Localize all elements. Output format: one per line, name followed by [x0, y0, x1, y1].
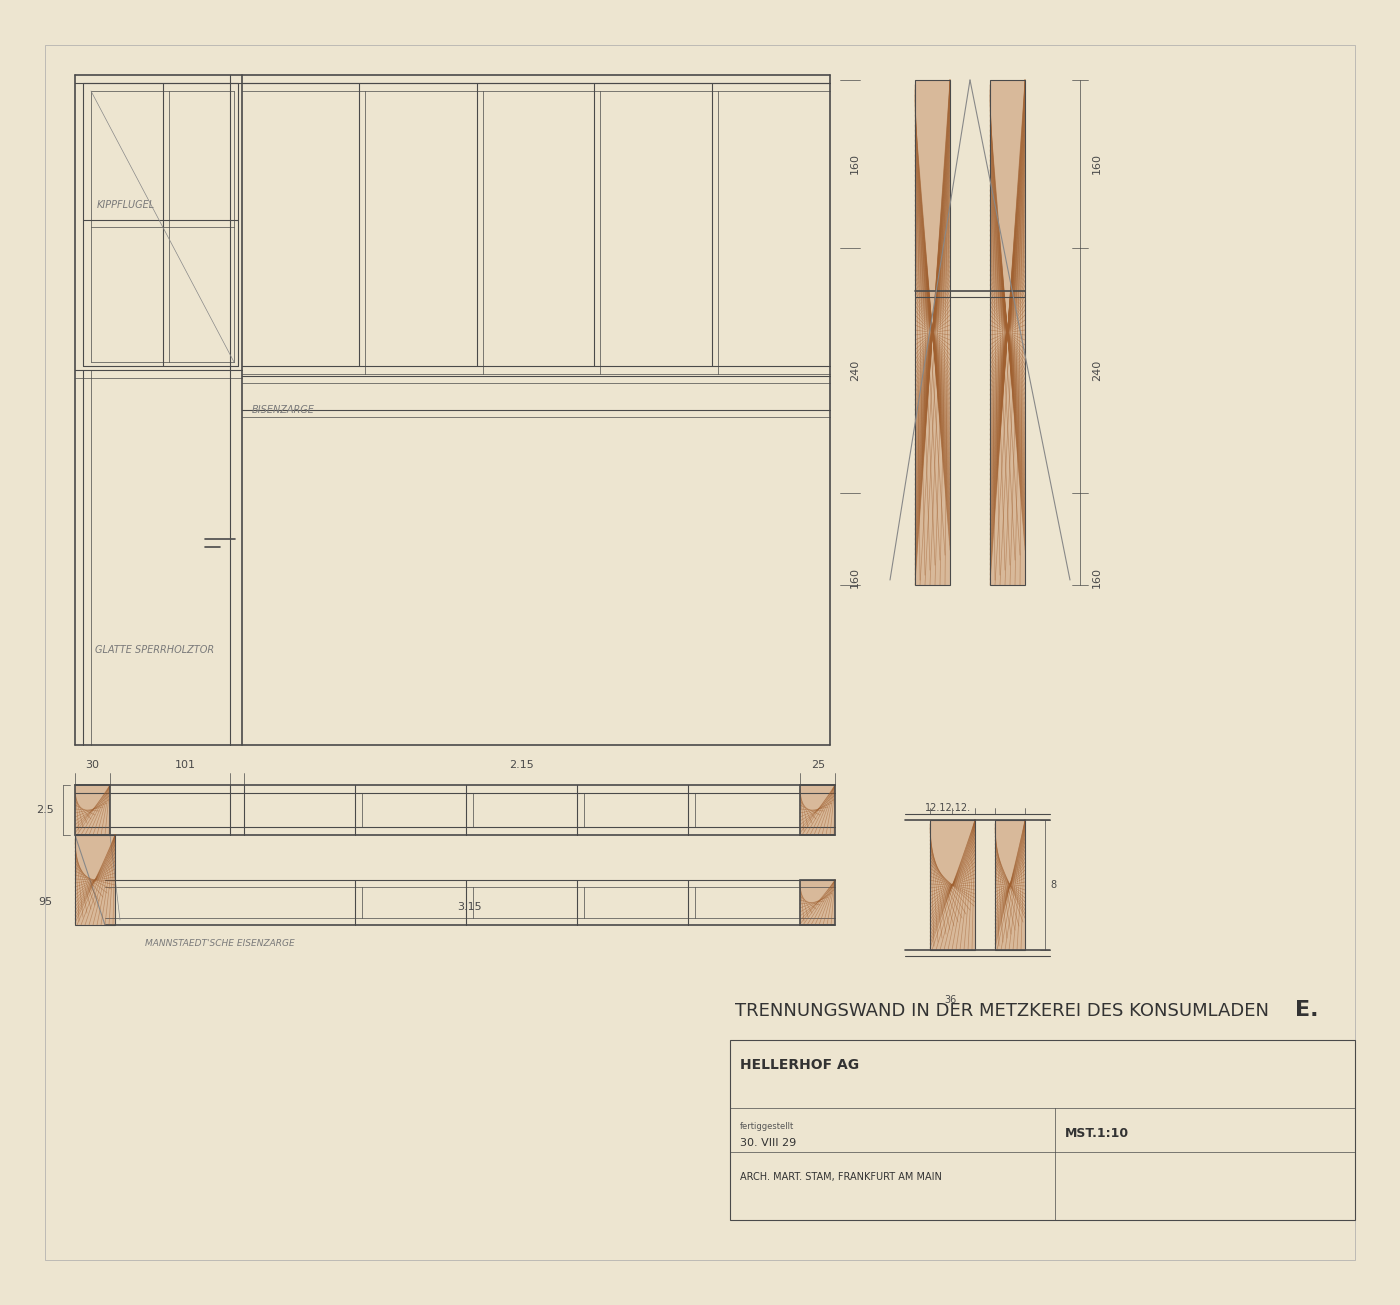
Text: ARCH. MART. STAM, FRANKFURT AM MAIN: ARCH. MART. STAM, FRANKFURT AM MAIN	[741, 1172, 942, 1181]
Text: BISENZARGE: BISENZARGE	[252, 405, 315, 415]
Text: 240: 240	[850, 359, 860, 381]
Text: TRENNUNGSWAND IN DER METZKEREI DES KONSUMLADEN: TRENNUNGSWAND IN DER METZKEREI DES KONSU…	[735, 1002, 1268, 1021]
Bar	[995, 820, 1025, 950]
Bar	[76, 835, 115, 925]
Bar	[930, 820, 974, 950]
Bar	[916, 80, 951, 585]
Text: 30: 30	[85, 760, 99, 770]
Bar	[76, 786, 111, 835]
Text: 2.15: 2.15	[510, 760, 535, 770]
Text: 8: 8	[1050, 880, 1056, 890]
Text: 2.5: 2.5	[36, 805, 53, 816]
Bar	[990, 80, 1025, 585]
Text: 240: 240	[1092, 359, 1102, 381]
Text: 36: 36	[944, 994, 956, 1005]
Text: 160: 160	[1092, 568, 1102, 589]
Text: 3.15: 3.15	[458, 902, 483, 912]
Text: 25: 25	[811, 760, 825, 770]
Text: 160: 160	[850, 154, 860, 175]
Text: 160: 160	[850, 568, 860, 589]
Bar	[76, 786, 111, 835]
Bar	[995, 820, 1025, 950]
Bar	[930, 820, 974, 950]
Text: 30. VIII 29: 30. VIII 29	[741, 1138, 797, 1148]
Bar	[729, 1040, 1355, 1220]
Text: MANNSTAEDT'SCHE EISENZARGE: MANNSTAEDT'SCHE EISENZARGE	[146, 938, 295, 947]
Bar	[799, 786, 834, 835]
Text: KIPPFLUGEL: KIPPFLUGEL	[97, 200, 155, 210]
Bar	[916, 80, 951, 585]
Text: GLATTE SPERRHOLZTOR: GLATTE SPERRHOLZTOR	[95, 645, 214, 655]
Bar	[990, 80, 1025, 585]
Text: HELLERHOF AG: HELLERHOF AG	[741, 1058, 860, 1071]
Bar	[76, 835, 115, 925]
Text: fertiggestellt: fertiggestellt	[741, 1122, 794, 1131]
Text: 12.12.12.: 12.12.12.	[925, 803, 972, 813]
Text: 101: 101	[175, 760, 196, 770]
Text: 95: 95	[38, 897, 52, 907]
Text: E.: E.	[1295, 1000, 1319, 1021]
Text: MST.1:10: MST.1:10	[1065, 1128, 1130, 1139]
Bar	[799, 880, 834, 925]
Bar	[799, 786, 834, 835]
Text: 160: 160	[1092, 154, 1102, 175]
Bar	[799, 880, 834, 925]
